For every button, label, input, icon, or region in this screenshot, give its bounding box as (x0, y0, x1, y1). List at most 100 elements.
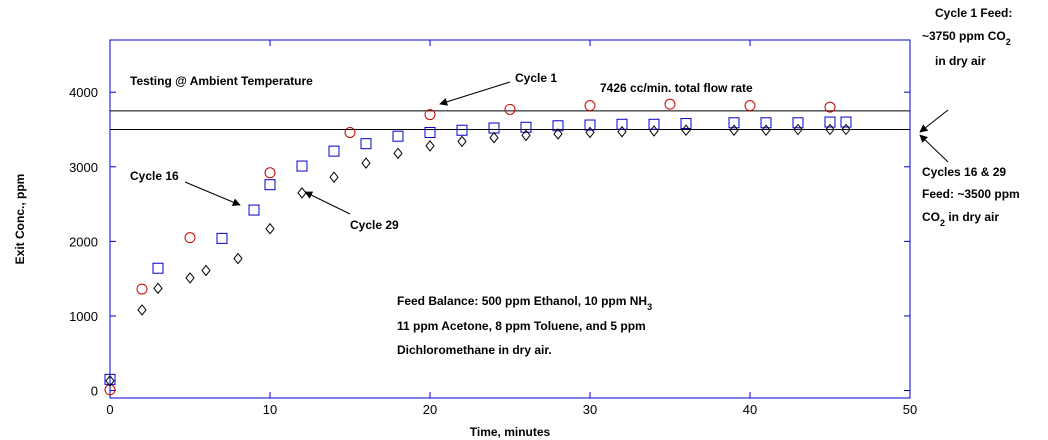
point (361, 157, 371, 169)
point (457, 135, 467, 148)
point (216, 232, 228, 244)
point (201, 264, 211, 277)
point (105, 375, 115, 387)
arrow (304, 191, 351, 215)
point (296, 160, 308, 172)
point (584, 119, 596, 131)
point (329, 171, 339, 184)
series-label: Cycle 29 (350, 218, 399, 232)
annotation-text: ~3750 ppm CO (922, 29, 1006, 43)
series-label: Cycle 16 (130, 169, 179, 183)
point (793, 123, 803, 136)
annotation-text: in dry air (935, 54, 986, 68)
point (456, 124, 468, 136)
point (137, 304, 147, 316)
point (393, 147, 403, 160)
point (584, 100, 596, 112)
annotation-text: in dry air (945, 210, 999, 224)
plot-frame (109, 39, 911, 399)
annotation-text: 7426 cc/min. total flow rate (600, 81, 753, 95)
series-label: Cycle 1 (515, 71, 557, 85)
annotation-text: Dichloromethane in dry air. (397, 343, 552, 357)
annotation: CO2 in dry air (922, 210, 999, 228)
y-tick-label: 3000 (69, 160, 98, 175)
point (328, 145, 340, 157)
point (649, 125, 659, 137)
point (617, 125, 627, 138)
y-axis-title: Exit Conc., ppm (13, 174, 27, 265)
point (840, 116, 852, 128)
annotation: Cycles 16 & 29 (922, 165, 1006, 179)
arrow (919, 134, 949, 163)
point (744, 100, 756, 112)
point (728, 117, 740, 129)
point (297, 187, 307, 199)
point (392, 130, 404, 142)
x-tick-label: 0 (106, 402, 113, 417)
x-tick-label: 30 (583, 402, 597, 417)
annotation: Testing @ Ambient Temperature (130, 74, 313, 88)
point (760, 117, 772, 129)
x-tick-label: 20 (423, 402, 437, 417)
point (248, 204, 260, 216)
point (233, 252, 243, 265)
point (504, 103, 516, 115)
point (489, 131, 499, 144)
annotation: Cycle 1 Feed: (935, 6, 1012, 20)
point (104, 373, 116, 385)
point (585, 126, 595, 139)
point (153, 282, 163, 295)
x-axis-title: Time, minutes (470, 425, 551, 439)
point (264, 179, 276, 191)
annotation: 11 ppm Acetone, 8 ppm Toluene, and 5 ppm (397, 319, 646, 333)
point (520, 121, 532, 133)
point (664, 98, 676, 110)
point (360, 138, 372, 150)
point (521, 129, 531, 142)
point (344, 126, 356, 138)
y-tick-label: 0 (91, 384, 98, 399)
point (425, 140, 435, 152)
point (616, 118, 628, 130)
point (681, 124, 691, 137)
point (824, 101, 836, 113)
y-tick-label: 1000 (69, 309, 98, 324)
y-tick-label: 2000 (69, 234, 98, 249)
point (792, 117, 804, 129)
annotation: 7426 cc/min. total flow rate (600, 81, 753, 95)
point (184, 232, 196, 244)
annotation-subscript: 2 (940, 218, 945, 228)
x-tick-label: 10 (263, 402, 277, 417)
annotation-subscript: 3 (647, 302, 652, 312)
annotation-text: Cycle 1 Feed: (935, 6, 1012, 20)
point (648, 118, 660, 130)
annotation-text: CO (922, 210, 940, 224)
annotation-text: Testing @ Ambient Temperature (130, 74, 313, 88)
point (680, 118, 692, 130)
annotation-text: Feed: ~3500 ppm (922, 187, 1020, 201)
point (825, 123, 835, 136)
annotation: Dichloromethane in dry air. (397, 343, 552, 357)
point (488, 122, 500, 134)
point (185, 272, 195, 284)
point (552, 120, 564, 132)
x-tick-label: 40 (743, 402, 757, 417)
arrow (439, 81, 511, 106)
annotation: ~3750 ppm CO2 (922, 29, 1011, 47)
point (553, 128, 563, 140)
point (424, 126, 436, 138)
point (424, 109, 436, 121)
annotation: Feed Balance: 500 ppm Ethanol, 10 ppm NH… (397, 294, 652, 312)
annotation-subscript: 2 (1006, 37, 1011, 47)
annotation-text: Cycles 16 & 29 (922, 165, 1006, 179)
annotation: Feed: ~3500 ppm (922, 187, 1020, 201)
point (152, 262, 164, 274)
point (824, 116, 836, 128)
annotation-text: Feed Balance: 500 ppm Ethanol, 10 ppm NH (397, 294, 647, 308)
point (136, 283, 148, 295)
x-tick-label: 50 (903, 402, 917, 417)
annotation-text: 11 ppm Acetone, 8 ppm Toluene, and 5 ppm (397, 319, 646, 333)
point (265, 222, 275, 235)
point (729, 124, 739, 137)
